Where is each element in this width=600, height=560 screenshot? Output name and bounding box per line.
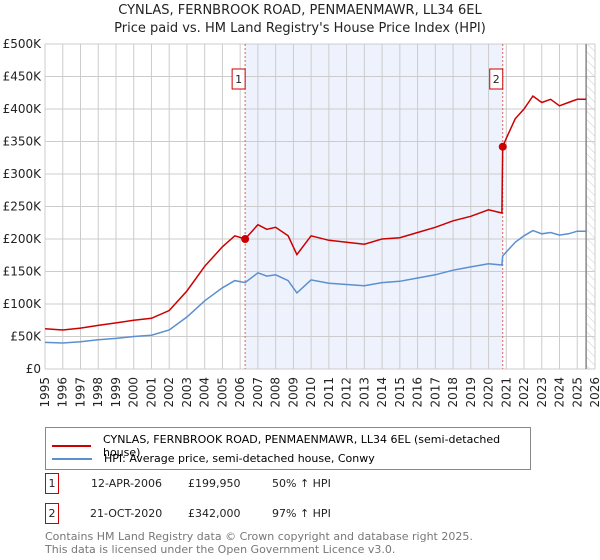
x-tick-label: 2024 <box>553 377 567 408</box>
x-tick-label: 2020 <box>482 377 496 408</box>
y-tick-label: £350K <box>3 135 43 149</box>
sale-point <box>241 235 250 244</box>
y-tick-label: £300K <box>3 167 43 181</box>
transaction-hpi: 50% ↑ HPI <box>272 477 331 490</box>
x-tick-label: 2004 <box>198 377 212 408</box>
y-tick-label: £200K <box>3 232 43 246</box>
legend: CYNLAS, FERNBROOK ROAD, PENMAENMAWR, LL3… <box>45 427 531 470</box>
x-tick-label: 1997 <box>73 377 87 408</box>
sale-label-box <box>231 68 246 90</box>
y-tick-label: £400K <box>3 102 43 116</box>
transaction-price: £199,950 <box>188 477 241 490</box>
x-tick-label: 2022 <box>517 377 531 408</box>
price-line <box>44 94 587 331</box>
y-tick-label: £100K <box>3 297 43 311</box>
line-chart: £0 £50K £100K £150K £200K £250K £300K £350K £400… <box>3 37 600 408</box>
transaction-price: £342,000 <box>188 507 241 520</box>
x-tick-label: 2019 <box>464 377 478 408</box>
x-tick-label: 2011 <box>322 377 336 408</box>
x-tick-label: 2010 <box>304 377 318 408</box>
transaction-hpi: 97% ↑ HPI <box>272 507 331 520</box>
x-tick-label: 2016 <box>411 377 425 408</box>
x-tick-label: 2006 <box>233 377 247 408</box>
transaction-badge: 1 <box>45 473 59 494</box>
chart-title: CYNLAS, FERNBROOK ROAD, PENMAENMAWR, LL3… <box>118 3 482 18</box>
footer-licence: This data is licensed under the Open Gov… <box>45 543 396 556</box>
x-tick-label: 2009 <box>286 377 300 408</box>
sale-label: 2 <box>493 73 500 86</box>
y-tick-label: £0 <box>26 362 41 376</box>
y-tick-label: £250K <box>3 200 43 214</box>
x-tick-label: 1998 <box>91 377 105 408</box>
sale-label: 1 <box>235 73 242 86</box>
x-tick-label: 2017 <box>428 377 442 408</box>
x-tick-label: 2026 <box>588 377 600 408</box>
legend-hpi: HPI: Average price, semi-detached house,… <box>104 452 375 465</box>
x-tick-label: 2021 <box>499 377 513 408</box>
transaction-date: 12-APR-2006 <box>91 477 163 490</box>
x-tick-label: 2025 <box>570 377 584 408</box>
y-tick-label: £500K <box>3 37 43 51</box>
sale-point <box>498 142 507 151</box>
x-tick-label: 2000 <box>127 377 141 408</box>
footer: Contains HM Land Registry data © Crown c… <box>45 530 473 556</box>
transaction-date: 21-OCT-2020 <box>90 507 163 520</box>
x-tick-label: 2001 <box>144 377 158 408</box>
x-tick-label: 1999 <box>109 377 123 408</box>
x-tick-label: 2003 <box>180 377 194 408</box>
sale-label-box <box>489 68 504 90</box>
x-tick-label: 2013 <box>357 377 371 408</box>
y-tick-label: £150K <box>3 265 43 279</box>
footer-copyright: Contains HM Land Registry data © Crown c… <box>45 530 473 543</box>
x-tick-label: 2015 <box>393 377 407 408</box>
x-tick-label: 2002 <box>162 377 176 408</box>
legend-red-swatch <box>52 445 91 447</box>
x-tick-label: 2007 <box>251 377 265 408</box>
legend-property: CYNLAS, FERNBROOK ROAD, PENMAENMAWR, LL3… <box>102 433 501 459</box>
x-tick-label: 2018 <box>446 377 460 408</box>
x-tick-label: 2008 <box>269 377 283 408</box>
x-tick-label: 2014 <box>375 377 389 408</box>
x-tick-label: 1995 <box>38 377 52 408</box>
x-tick-label: 2005 <box>215 377 229 408</box>
chart-subtitle: Price paid vs. HM Land Registry's House … <box>114 21 486 36</box>
legend-blue-swatch <box>52 457 92 460</box>
transaction-badge: 2 <box>45 503 59 524</box>
x-tick-label: 1996 <box>56 377 70 408</box>
hpi-line <box>44 229 587 344</box>
y-tick-label: £450K <box>3 70 43 84</box>
x-tick-label: 2023 <box>535 377 549 408</box>
y-tick-label: £50K <box>10 330 42 344</box>
x-tick-label: 2012 <box>340 377 354 408</box>
